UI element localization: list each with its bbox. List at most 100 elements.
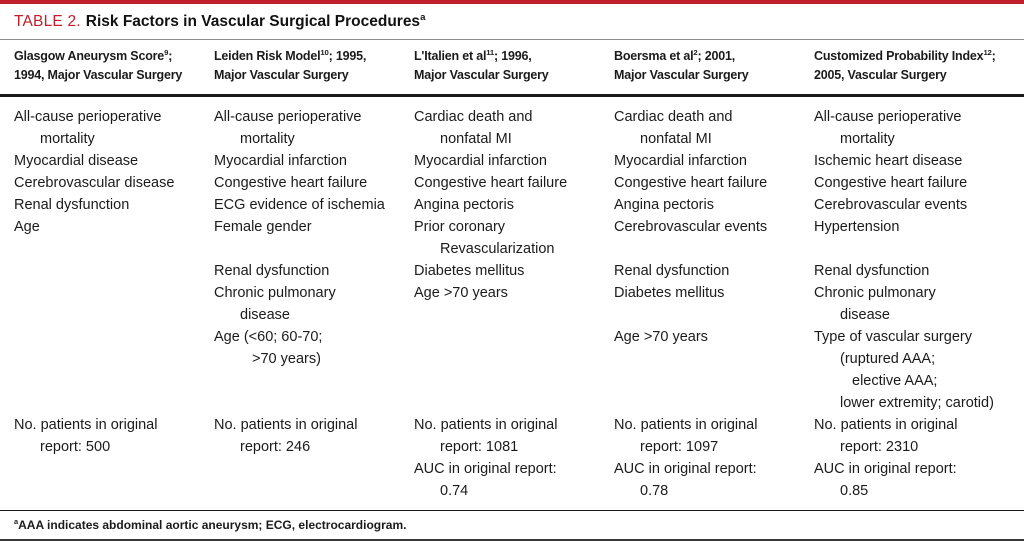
cell-line: elective AAA;	[852, 373, 938, 389]
reference-superscript: 2	[693, 47, 698, 57]
cell-line	[414, 348, 606, 370]
cell-line: 0.85	[840, 483, 869, 499]
cell-line: Revascularization	[440, 241, 555, 257]
column-header-line2: Major Vascular Surgery	[214, 68, 349, 82]
table-title-main: Risk Factors in Vascular Surgical Proced…	[85, 13, 421, 30]
column-cells-1: All-cause perioperative mortality Myocardi…	[214, 106, 414, 502]
cell-line: Myocardial infarction	[214, 153, 347, 169]
cell-line: disease	[840, 307, 890, 323]
cell-line: 0.74	[440, 483, 469, 499]
column-header-1: Leiden Risk Model10; 1995, Major Vascular…	[214, 47, 414, 85]
cell-line: Myocardial infarction	[614, 153, 747, 169]
cell-line: No. patients in original	[814, 417, 958, 433]
cell-line: Angina pectoris	[414, 197, 514, 213]
cell-line	[14, 348, 206, 370]
column-header-line2: 2005, Vascular Surgery	[814, 68, 947, 82]
column-header-2: L'Italien et al11; 1996, Major Vascular S…	[414, 47, 614, 85]
column-header-line1: Customized Probability Index12;	[814, 47, 996, 63]
footnote-text: AAA indicates abdominal aortic aneurysm;…	[18, 518, 407, 532]
cell-line: Age (<60; 60-70;	[214, 329, 323, 345]
cell-line: No. patients in original	[14, 417, 158, 433]
cell-line: lower extremity; carotid)	[840, 395, 994, 411]
cell-line	[14, 238, 206, 260]
table-body: All-cause perioperative mortality Myocardi…	[0, 97, 1024, 510]
column-header-3: Boersma et al2; 2001, Major Vascular Surg…	[614, 47, 814, 85]
cell-line: nonfatal MI	[640, 131, 712, 147]
cell-line: Diabetes mellitus	[614, 285, 725, 301]
column-cells-4: All-cause perioperative mortality Ischemic…	[814, 106, 1014, 502]
cell-line: No. patients in original	[214, 417, 358, 433]
cell-line: AUC in original report:	[414, 461, 557, 477]
cell-line: AUC in original report:	[614, 461, 757, 477]
cell-line: report: 1097	[640, 439, 719, 455]
reference-superscript: 10	[320, 47, 329, 57]
cell-line: mortality	[240, 131, 295, 147]
cell-line: Renal dysfunction	[214, 263, 330, 279]
cell-line	[14, 392, 206, 414]
cell-line: Chronic pulmonary	[814, 285, 936, 301]
reference-superscript: 12	[983, 47, 992, 57]
cell-line: report: 246	[240, 439, 311, 455]
cell-line: (ruptured AAA;	[840, 351, 936, 367]
column-header-4: Customized Probability Index12; 2005, Vas…	[814, 47, 1014, 85]
cell-line	[614, 370, 806, 392]
top-accent-rule	[0, 0, 1024, 4]
cell-line: ECG evidence of ischemia	[214, 197, 385, 213]
cell-line: 0.78	[640, 483, 669, 499]
table-title-text: Risk Factors in Vascular Surgical Proced…	[86, 13, 426, 30]
header-top-rule	[0, 39, 1024, 40]
cell-line: report: 500	[40, 439, 111, 455]
cell-line	[214, 392, 406, 414]
cell-line: nonfatal MI	[440, 131, 512, 147]
column-header-line1: Boersma et al2; 2001,	[614, 47, 736, 63]
cell-line: All-cause perioperative	[814, 109, 962, 125]
cell-line: Cerebrovascular events	[814, 197, 968, 213]
cell-line: Congestive heart failure	[214, 175, 368, 191]
cell-line: No. patients in original	[414, 417, 558, 433]
cell-line: AUC in original report:	[814, 461, 957, 477]
cell-line: Ischemic heart disease	[814, 153, 963, 169]
cell-line: report: 1081	[440, 439, 519, 455]
cell-line: Congestive heart failure	[614, 175, 768, 191]
cell-line: Renal dysfunction	[814, 263, 930, 279]
column-header-0: Glasgow Aneurysm Score9; 1994, Major Vasc…	[14, 47, 214, 85]
cell-line: Congestive heart failure	[814, 175, 968, 191]
cell-line: All-cause perioperative	[214, 109, 362, 125]
cell-line: Age	[14, 219, 40, 235]
table-bottom-rule	[0, 539, 1024, 541]
body-bottom-rule	[0, 510, 1024, 511]
column-header-line1: L'Italien et al11; 1996,	[414, 47, 532, 63]
header-bottom-rule	[0, 94, 1024, 97]
cell-line	[614, 238, 806, 260]
cell-line	[414, 326, 606, 348]
cell-line: mortality	[40, 131, 95, 147]
cell-line	[214, 238, 406, 260]
cell-line: Renal dysfunction	[614, 263, 730, 279]
cell-line	[614, 392, 806, 414]
cell-line: Cardiac death and	[614, 109, 733, 125]
table-number-label: TABLE 2.	[14, 13, 81, 30]
cell-line: Type of vascular surgery	[814, 329, 972, 345]
cell-line	[14, 282, 206, 304]
cell-line	[14, 304, 206, 326]
footnote-marker: a	[14, 517, 19, 526]
cell-line: Chronic pulmonary	[214, 285, 336, 301]
cell-line: >70 years)	[252, 351, 321, 367]
cell-line	[14, 480, 206, 502]
cell-line	[14, 458, 206, 480]
cell-line	[14, 370, 206, 392]
cell-line: Diabetes mellitus	[414, 263, 525, 279]
cell-line	[414, 392, 606, 414]
cell-line	[214, 370, 406, 392]
cell-line	[614, 304, 806, 326]
cell-line: Age >70 years	[414, 285, 508, 301]
cell-line: Hypertension	[814, 219, 900, 235]
column-cells-0: All-cause perioperative mortality Myocardi…	[14, 106, 214, 502]
cell-line: Age >70 years	[614, 329, 708, 345]
cell-line: Myocardial infarction	[414, 153, 547, 169]
cell-line	[614, 348, 806, 370]
cell-line	[14, 326, 206, 348]
column-cells-2: Cardiac death and nonfatal MI Myocardial i…	[414, 106, 614, 502]
cell-line: disease	[240, 307, 290, 323]
